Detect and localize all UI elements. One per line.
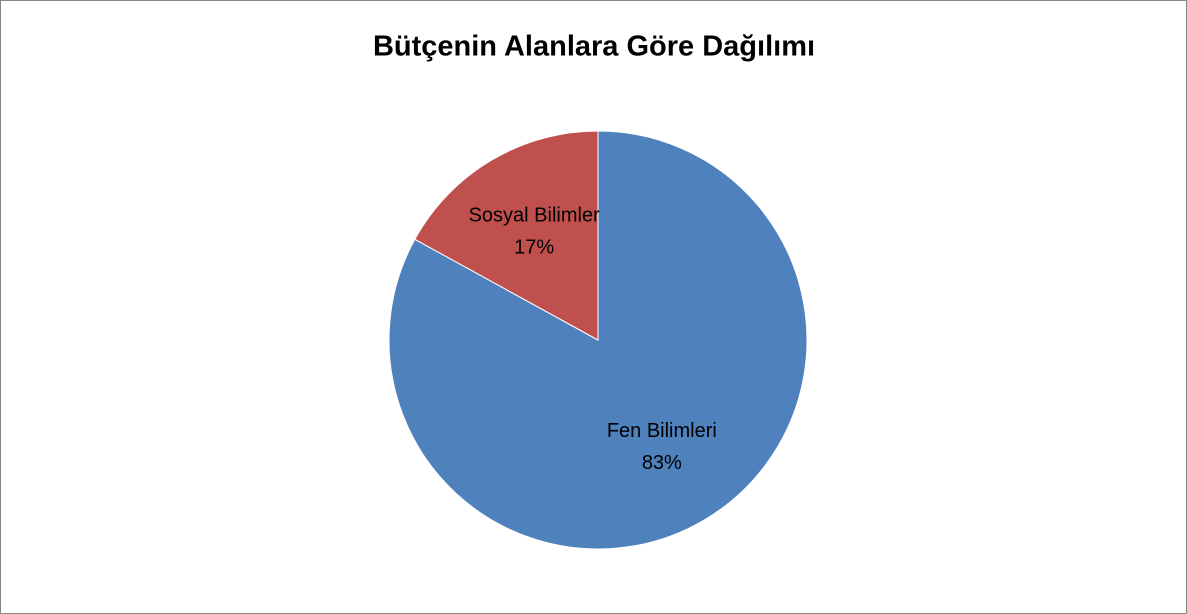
slice-value-label: 17% <box>514 236 554 258</box>
pie-slice <box>414 130 599 341</box>
slice-category-label: Sosyal Bilimler <box>469 204 600 226</box>
slice-category-label: Fen Bilimleri <box>607 420 717 442</box>
slice-value-label: 83% <box>642 452 682 474</box>
chart-title: Bütçenin Alanlara Göre Dağılımı <box>373 31 815 63</box>
